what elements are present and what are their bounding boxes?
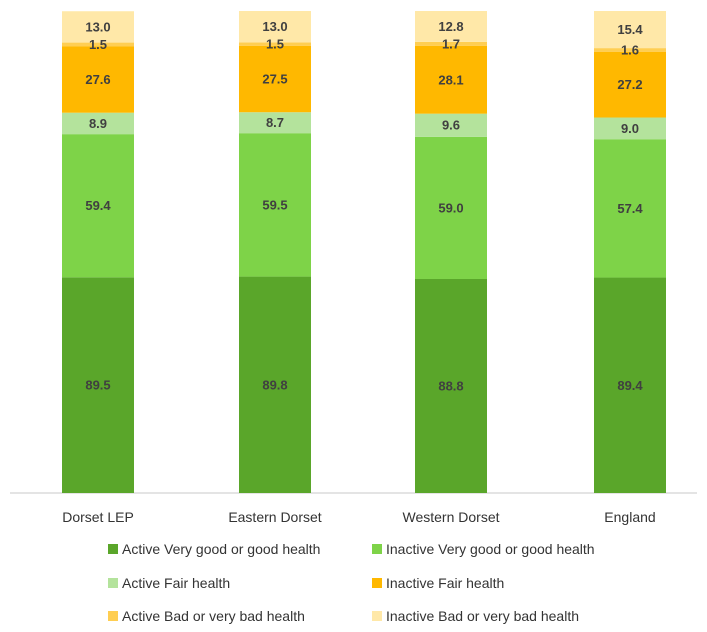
- bar-segment-england-inactive-fair-health: [594, 51, 666, 118]
- data-label: 27.5: [262, 72, 287, 87]
- data-label: 12.8: [438, 19, 463, 34]
- bar-segment-england-active-fair-health: [594, 117, 666, 140]
- legend-swatch: [108, 611, 118, 621]
- data-label: 27.2: [617, 77, 642, 92]
- bar-segment-england-inactive-very-good-or-good-health: [594, 139, 666, 278]
- bars-layer: [62, 11, 666, 493]
- data-label: 59.4: [85, 198, 111, 213]
- legend-swatch: [108, 578, 118, 588]
- bar-segment-western-dorset-active-fair-health: [415, 113, 487, 137]
- bar-segment-eastern-dorset-inactive-fair-health: [239, 45, 311, 113]
- data-label: 1.7: [442, 36, 460, 51]
- data-label: 27.6: [85, 72, 110, 87]
- data-label: 89.5: [85, 378, 110, 393]
- bar-segment-eastern-dorset-inactive-very-good-or-good-health: [239, 133, 311, 277]
- data-label: 1.6: [621, 43, 639, 58]
- legend-label: Inactive Fair health: [386, 575, 504, 591]
- legend-swatch: [372, 578, 382, 588]
- value-labels-layer: 89.5 59.4 8.9 27.6 1.5 13.0 89.8 59.5 8.7 27.5 1.5…: [85, 19, 643, 394]
- bar-segment-western-dorset-active-bad-or-very-bad-health: [415, 41, 487, 46]
- legend-label: Active Very good or good health: [122, 541, 320, 557]
- bar-segment-dorset-lep-inactive-fair-health: [62, 46, 134, 113]
- data-label: 57.4: [617, 201, 643, 216]
- data-label: 59.5: [262, 197, 287, 212]
- legend-item-active-very-good-or-good-health: Active Very good or good health: [108, 541, 320, 557]
- bar-segment-england-active-very-good-or-good-health: [594, 277, 666, 493]
- bar-segment-eastern-dorset-active-very-good-or-good-health: [239, 276, 311, 493]
- data-label: 1.5: [266, 37, 284, 52]
- data-label: 13.0: [85, 19, 110, 34]
- legend-item-active-fair-health: Active Fair health: [108, 575, 230, 591]
- category-labels-layer: Dorset LEP Eastern Dorset Western Dorset En…: [62, 509, 655, 525]
- legend-swatch: [108, 544, 118, 554]
- bar-segment-dorset-lep-active-very-good-or-good-health: [62, 277, 134, 493]
- legend: Active Very good or good health Inactive …: [108, 541, 595, 624]
- x-tick-label: Western Dorset: [403, 509, 500, 525]
- data-label: 15.4: [617, 22, 643, 37]
- bar-segment-england-inactive-bad-or-very-bad-health: [594, 11, 666, 49]
- legend-label: Active Fair health: [122, 575, 230, 591]
- bar-segment-western-dorset-inactive-bad-or-very-bad-health: [415, 11, 487, 42]
- data-label: 8.7: [266, 115, 284, 130]
- x-tick-label: Eastern Dorset: [228, 509, 321, 525]
- data-label: 9.6: [442, 118, 460, 133]
- bar-segment-western-dorset-active-very-good-or-good-health: [415, 278, 487, 493]
- bar-segment-eastern-dorset-active-fair-health: [239, 112, 311, 134]
- bar-segment-dorset-lep-active-fair-health: [62, 112, 134, 135]
- legend-item-inactive-fair-health: Inactive Fair health: [372, 575, 504, 591]
- x-tick-label: England: [604, 509, 655, 525]
- bar-segment-western-dorset-inactive-very-good-or-good-health: [415, 136, 487, 279]
- legend-swatch: [372, 611, 382, 621]
- legend-item-inactive-very-good-or-good-health: Inactive Very good or good health: [372, 541, 595, 557]
- data-label: 9.0: [621, 121, 639, 136]
- x-tick-label: Dorset LEP: [62, 509, 134, 525]
- legend-label: Inactive Very good or good health: [386, 541, 595, 557]
- legend-item-active-bad-or-very-bad-health: Active Bad or very bad health: [108, 608, 305, 624]
- data-label: 8.9: [89, 116, 107, 131]
- data-label: 88.8: [438, 378, 463, 393]
- legend-label: Inactive Bad or very bad health: [386, 608, 579, 624]
- data-label: 28.1: [438, 72, 463, 87]
- bar-segment-eastern-dorset-inactive-bad-or-very-bad-health: [239, 11, 311, 43]
- bar-segment-dorset-lep-inactive-bad-or-very-bad-health: [62, 11, 134, 43]
- bar-segment-dorset-lep-inactive-very-good-or-good-health: [62, 134, 134, 278]
- data-label: 59.0: [438, 200, 463, 215]
- data-label: 89.8: [262, 377, 287, 392]
- bar-segment-dorset-lep-active-bad-or-very-bad-health: [62, 42, 134, 47]
- data-label: 1.5: [89, 37, 107, 52]
- data-label: 89.4: [617, 378, 643, 393]
- bar-segment-england-active-bad-or-very-bad-health: [594, 48, 666, 52]
- legend-item-inactive-bad-or-very-bad-health: Inactive Bad or very bad health: [372, 608, 579, 624]
- bar-segment-eastern-dorset-active-bad-or-very-bad-health: [239, 42, 311, 46]
- legend-label: Active Bad or very bad health: [122, 608, 305, 624]
- data-label: 13.0: [262, 19, 287, 34]
- legend-swatch: [372, 544, 382, 554]
- bar-segment-western-dorset-inactive-fair-health: [415, 45, 487, 114]
